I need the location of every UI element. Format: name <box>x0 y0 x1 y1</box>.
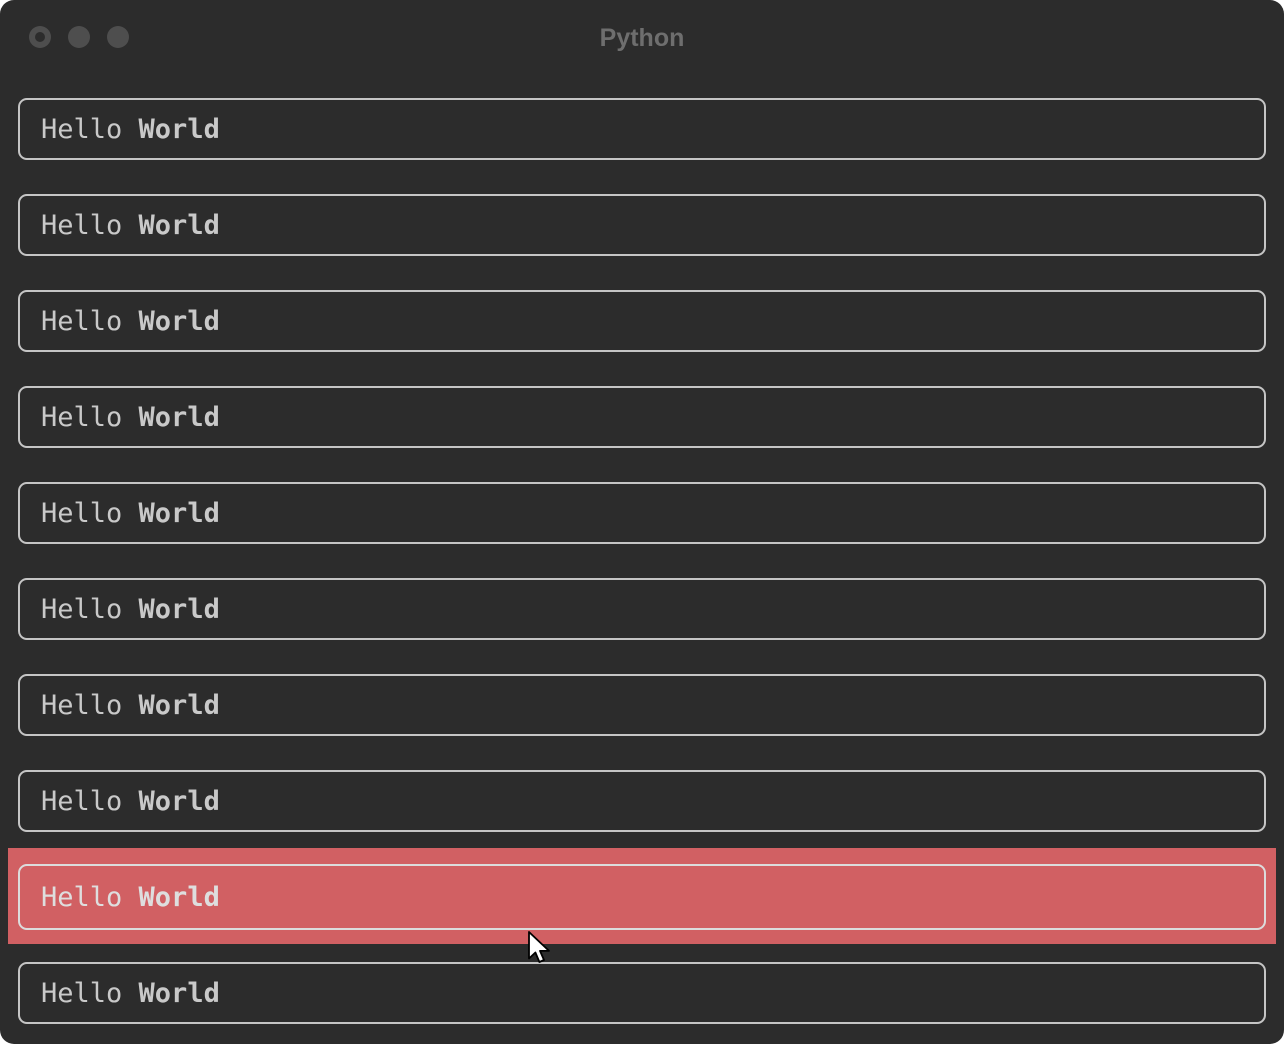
window-title: Python <box>599 24 685 52</box>
list-row: Hello World <box>0 656 1284 752</box>
hello-world-label: Hello World <box>41 786 220 817</box>
hello-world-label: Hello World <box>41 978 220 1009</box>
hello-world-button[interactable]: Hello World <box>18 386 1266 448</box>
row-text-bold: World <box>138 689 220 721</box>
hello-world-label: Hello World <box>41 594 220 625</box>
hello-world-button[interactable]: Hello World <box>18 290 1266 352</box>
list-row: Hello World <box>0 752 1284 848</box>
list-row: Hello World <box>8 848 1276 944</box>
hello-world-button[interactable]: Hello World <box>18 864 1266 930</box>
window-minimize-button[interactable] <box>68 26 90 48</box>
window-controls <box>29 26 129 48</box>
row-text-bold: World <box>138 305 220 337</box>
hello-world-button[interactable]: Hello World <box>18 482 1266 544</box>
rows-list: Hello World Hello World Hello World Hell… <box>0 80 1284 1040</box>
titlebar: Python <box>0 0 1284 80</box>
row-text-bold: World <box>138 977 220 1009</box>
hello-world-button[interactable]: Hello World <box>18 962 1266 1024</box>
list-row: Hello World <box>0 944 1284 1040</box>
row-text-bold: World <box>138 593 220 625</box>
hello-world-label: Hello World <box>41 306 220 337</box>
row-text-regular: Hello <box>41 401 139 433</box>
row-text-regular: Hello <box>41 497 139 529</box>
hello-world-button[interactable]: Hello World <box>18 194 1266 256</box>
row-text-regular: Hello <box>41 785 139 817</box>
row-text-regular: Hello <box>41 881 139 913</box>
hello-world-label: Hello World <box>41 210 220 241</box>
hello-world-button[interactable]: Hello World <box>18 770 1266 832</box>
hello-world-button[interactable]: Hello World <box>18 98 1266 160</box>
list-row: Hello World <box>0 464 1284 560</box>
list-row: Hello World <box>0 368 1284 464</box>
row-text-regular: Hello <box>41 689 139 721</box>
row-text-bold: World <box>138 113 220 145</box>
row-text-regular: Hello <box>41 113 139 145</box>
row-text-regular: Hello <box>41 593 139 625</box>
row-text-bold: World <box>138 209 220 241</box>
hello-world-label: Hello World <box>41 690 220 721</box>
hello-world-button[interactable]: Hello World <box>18 674 1266 736</box>
list-row: Hello World <box>0 80 1284 176</box>
row-text-bold: World <box>138 497 220 529</box>
hello-world-label: Hello World <box>41 498 220 529</box>
row-text-regular: Hello <box>41 977 139 1009</box>
row-text-regular: Hello <box>41 305 139 337</box>
list-row: Hello World <box>0 272 1284 368</box>
hello-world-label: Hello World <box>41 882 220 913</box>
window-close-button[interactable] <box>29 26 51 48</box>
hello-world-label: Hello World <box>41 402 220 433</box>
list-row: Hello World <box>0 176 1284 272</box>
hello-world-label: Hello World <box>41 114 220 145</box>
list-row: Hello World <box>0 560 1284 656</box>
window-zoom-button[interactable] <box>107 26 129 48</box>
row-text-bold: World <box>138 785 220 817</box>
row-text-bold: World <box>138 401 220 433</box>
hello-world-button[interactable]: Hello World <box>18 578 1266 640</box>
row-text-regular: Hello <box>41 209 139 241</box>
row-text-bold: World <box>138 881 220 913</box>
